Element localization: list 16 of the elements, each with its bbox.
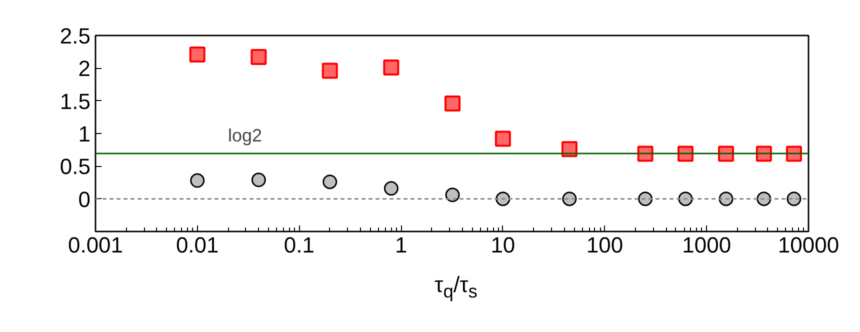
- y-tick-label: 2.5: [60, 24, 91, 48]
- x-axis-title: τ$_{q}$/τ$_{s}$: [434, 271, 478, 304]
- y-tick-label: 2: [78, 56, 91, 82]
- x-tick-label: 10000: [778, 232, 840, 258]
- x-tick-label: 0.01: [176, 232, 219, 258]
- y-tick-label: 0: [78, 186, 91, 212]
- x-tick-label: 10: [490, 232, 516, 258]
- ref-line-label: log2: [228, 126, 262, 146]
- x-tick-label: 0.1: [284, 232, 315, 258]
- x-tick-label: 0.001: [68, 232, 124, 258]
- x-tick-label: 1: [394, 232, 408, 258]
- y-tick-label: 1: [78, 122, 91, 146]
- y-tick-label: 1.5: [60, 88, 91, 114]
- y-tick-label: 0.5: [60, 154, 91, 180]
- x-tick-label: 1000: [682, 232, 732, 258]
- x-tick-label: 100: [586, 232, 624, 258]
